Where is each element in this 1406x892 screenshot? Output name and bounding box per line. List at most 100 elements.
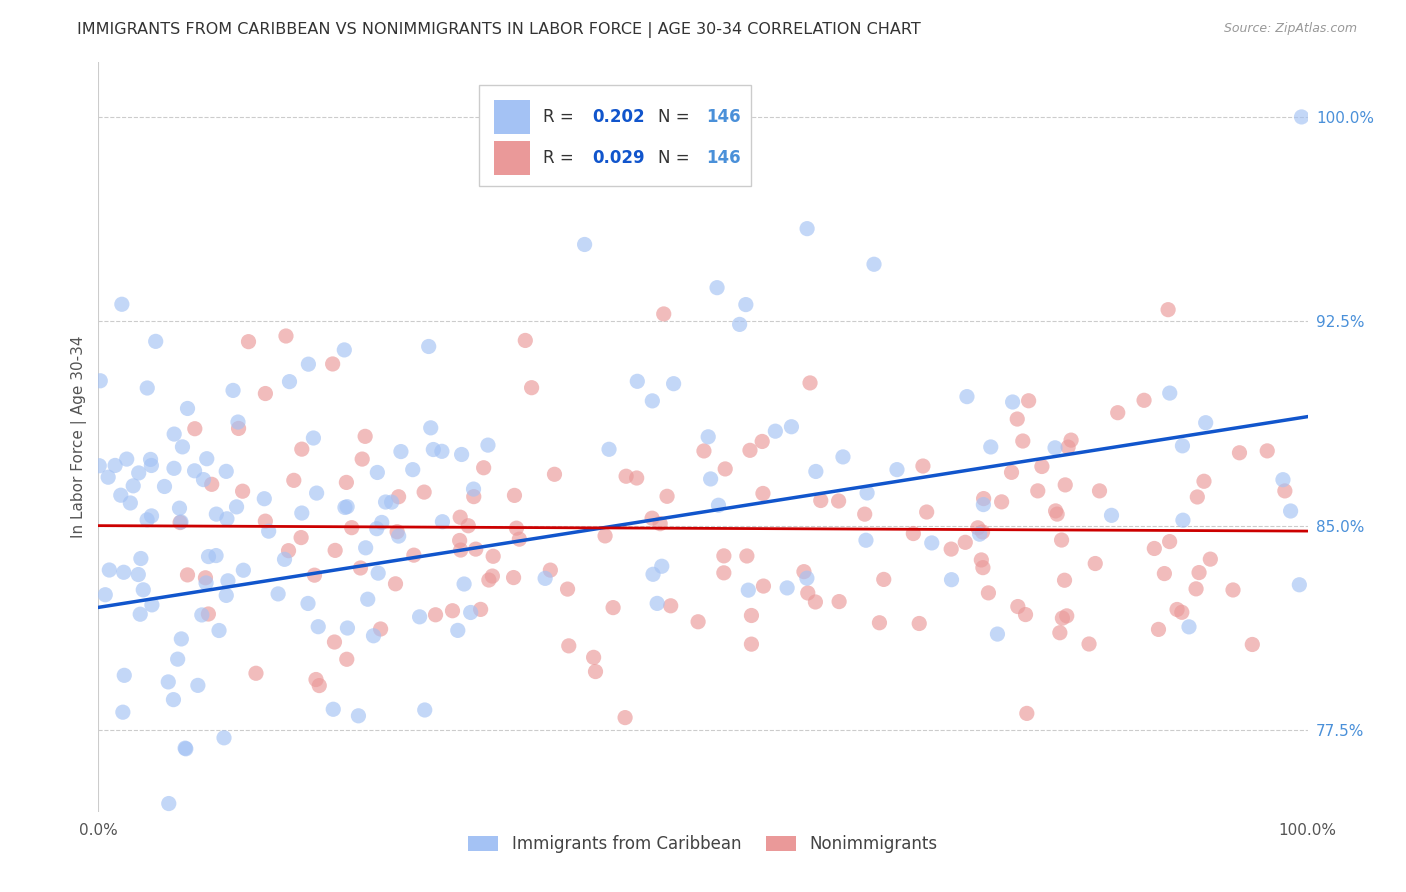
Point <box>1159 386 1181 401</box>
Point <box>585 665 607 679</box>
Point <box>557 582 579 596</box>
Text: N =: N = <box>658 149 695 168</box>
Point <box>763 424 786 438</box>
Point <box>1057 440 1080 454</box>
Point <box>215 512 238 526</box>
Point <box>89 374 111 388</box>
Point <box>460 606 482 620</box>
Point <box>232 563 254 577</box>
Point <box>828 594 851 608</box>
Point <box>793 565 815 579</box>
Point <box>505 521 527 535</box>
Point <box>558 639 581 653</box>
Point <box>1026 483 1049 498</box>
Point <box>388 529 411 543</box>
Point <box>245 666 267 681</box>
Point <box>693 444 716 458</box>
Point <box>127 567 149 582</box>
Point <box>915 505 938 519</box>
Point <box>1188 566 1211 580</box>
Point <box>371 516 394 530</box>
Point <box>1045 504 1067 518</box>
Point <box>626 374 648 388</box>
Point <box>357 592 380 607</box>
Point <box>853 507 876 521</box>
Point <box>89 458 111 473</box>
Point <box>449 510 471 524</box>
Point <box>430 444 453 458</box>
Point <box>1274 483 1296 498</box>
Point <box>291 442 314 457</box>
Point <box>97 470 120 484</box>
Point <box>1166 602 1188 616</box>
Point <box>212 731 235 745</box>
Point <box>478 573 501 587</box>
Point <box>1018 393 1040 408</box>
Point <box>170 632 193 646</box>
Point <box>973 491 995 506</box>
Point <box>977 586 1000 600</box>
Point <box>413 703 436 717</box>
Point <box>174 741 197 756</box>
Point <box>515 334 537 348</box>
Point <box>322 357 344 371</box>
Point <box>441 604 464 618</box>
Point <box>1107 406 1129 420</box>
Point <box>1187 490 1209 504</box>
Point <box>1050 533 1073 547</box>
Point <box>856 486 879 500</box>
Point <box>141 508 163 523</box>
Point <box>903 526 925 541</box>
Point <box>911 458 934 473</box>
Point <box>381 495 404 509</box>
Point <box>738 443 761 458</box>
Point <box>1007 599 1029 614</box>
Point <box>291 506 314 520</box>
Point <box>193 473 215 487</box>
Point <box>366 522 388 536</box>
Point <box>796 571 818 585</box>
Point <box>367 566 389 581</box>
Point <box>384 576 406 591</box>
Point <box>1171 605 1194 619</box>
Bar <box>494 100 530 134</box>
Point <box>645 596 668 610</box>
Point <box>457 518 479 533</box>
Point <box>333 343 356 357</box>
Point <box>176 401 198 416</box>
Point <box>751 434 773 449</box>
Point <box>197 607 219 621</box>
Point <box>94 588 117 602</box>
Point <box>425 607 447 622</box>
Point <box>1222 582 1244 597</box>
Point <box>593 529 616 543</box>
Point <box>290 531 312 545</box>
Point <box>737 583 759 598</box>
Point <box>195 576 218 591</box>
Point <box>172 440 194 454</box>
Point <box>1054 478 1077 492</box>
Point <box>1271 473 1294 487</box>
Point <box>297 357 319 371</box>
Point <box>387 490 409 504</box>
Point <box>582 650 605 665</box>
Point <box>651 559 673 574</box>
Point <box>354 429 377 443</box>
Point <box>728 318 751 332</box>
Point <box>136 513 159 527</box>
Point <box>208 624 231 638</box>
Point <box>543 467 565 482</box>
Point <box>534 571 557 585</box>
Point <box>873 573 896 587</box>
Text: IMMIGRANTS FROM CARIBBEAN VS NONIMMIGRANTS IN LABOR FORCE | AGE 30-34 CORRELATIO: IMMIGRANTS FROM CARIBBEAN VS NONIMMIGRAN… <box>77 22 921 38</box>
Point <box>641 393 664 408</box>
Point <box>340 521 363 535</box>
Point <box>1043 441 1066 455</box>
Point <box>1052 611 1074 625</box>
Point <box>335 475 357 490</box>
Point <box>752 579 775 593</box>
Point <box>304 568 326 582</box>
Point <box>752 486 775 500</box>
Point <box>128 466 150 480</box>
Point <box>226 415 249 429</box>
